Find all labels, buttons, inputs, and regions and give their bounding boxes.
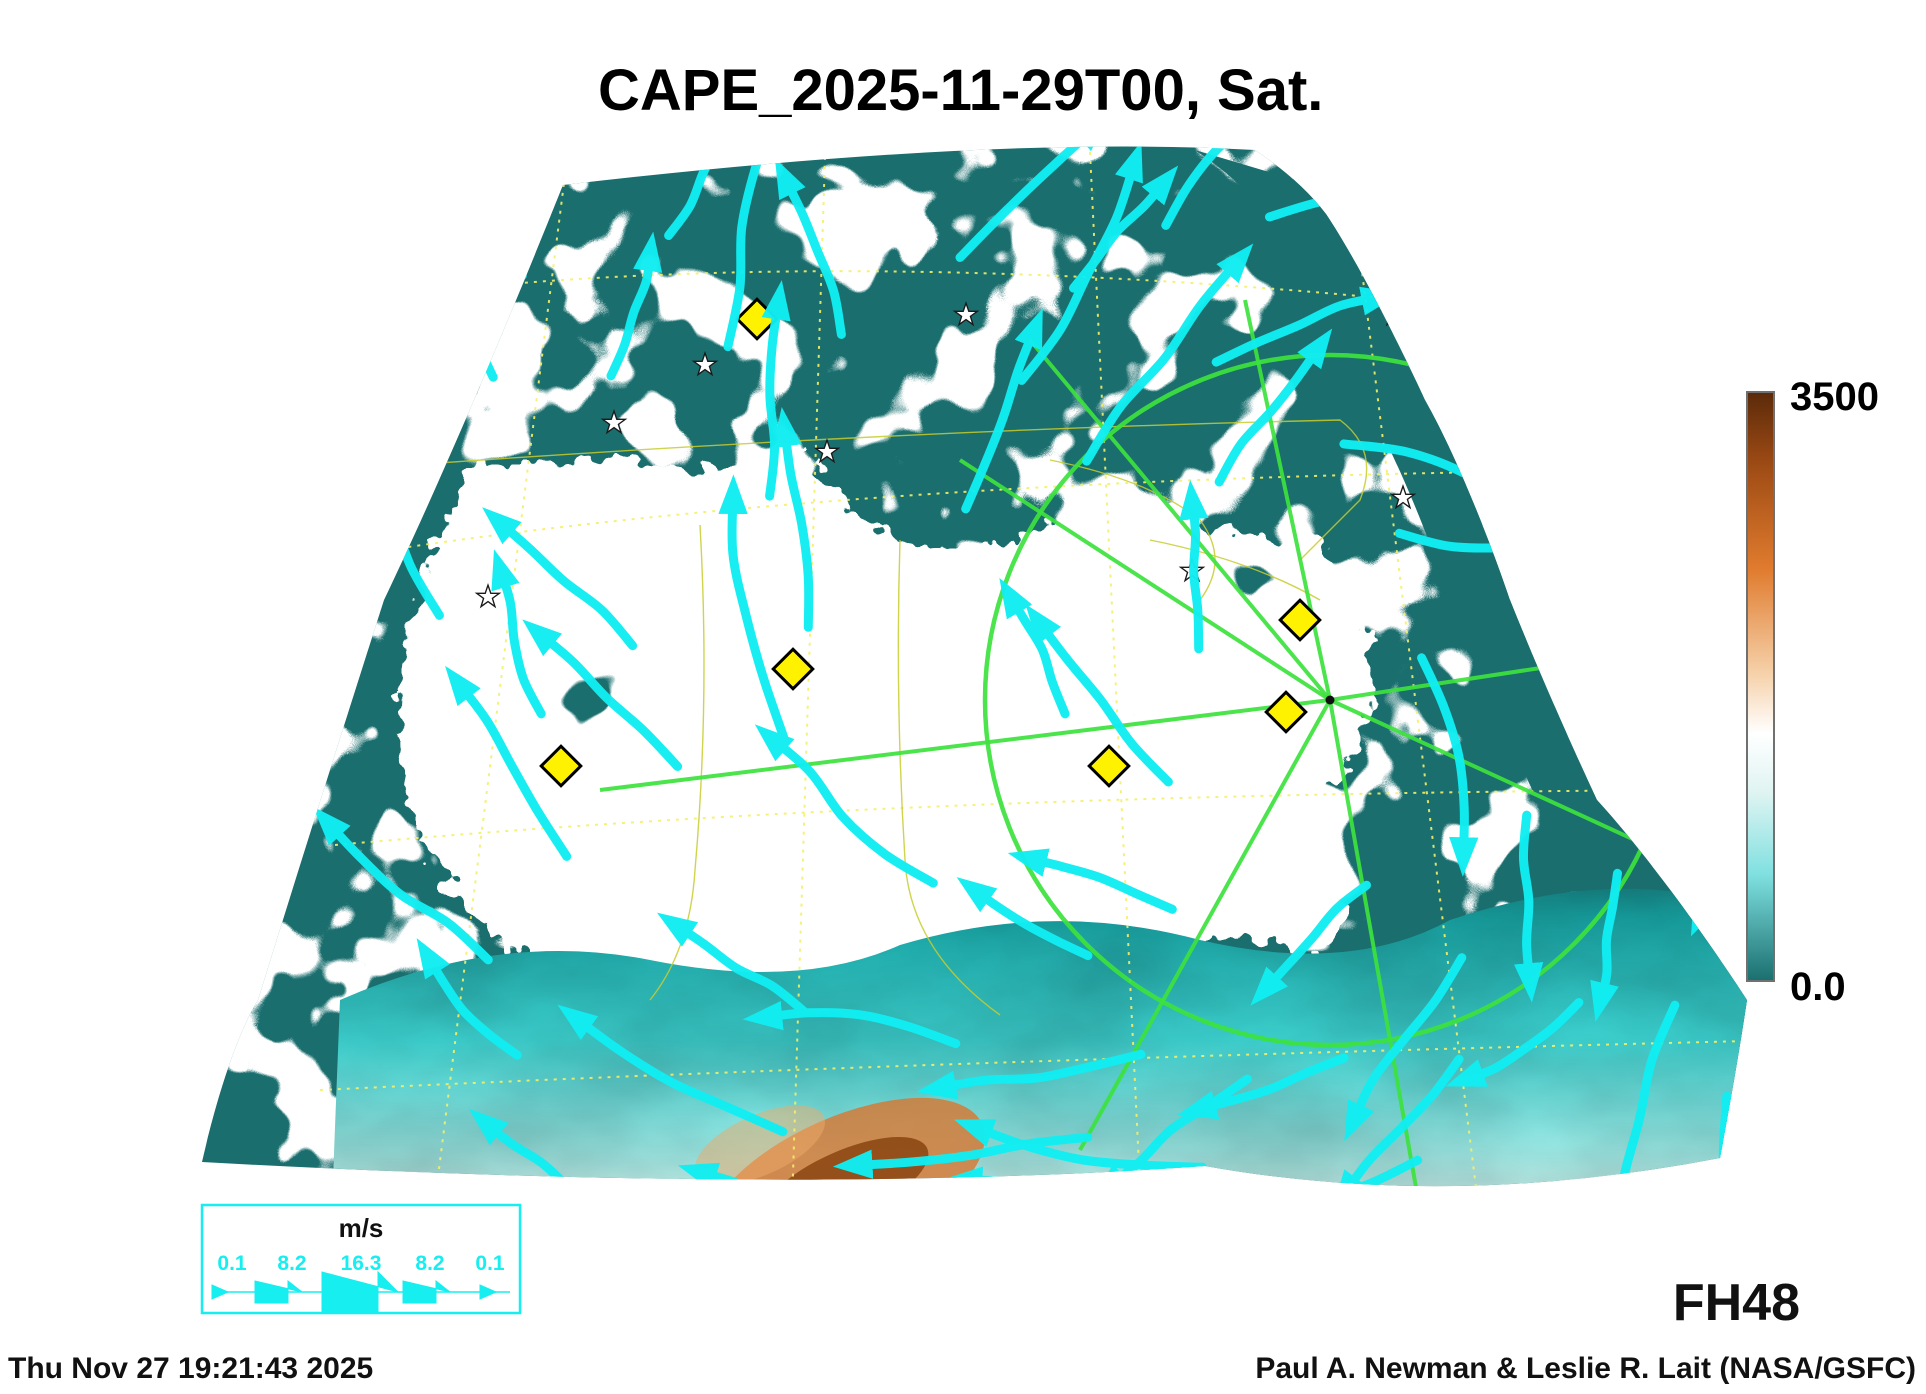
svg-text:3500: 3500 bbox=[1790, 375, 1879, 419]
svg-text:8.2: 8.2 bbox=[277, 1252, 306, 1275]
svg-text:0.0: 0.0 bbox=[1790, 965, 1846, 1009]
svg-text:0.1: 0.1 bbox=[217, 1252, 247, 1275]
svg-text:m/s: m/s bbox=[339, 1213, 384, 1243]
svg-text:16.3: 16.3 bbox=[341, 1252, 382, 1275]
svg-text:0.1: 0.1 bbox=[475, 1252, 505, 1275]
svg-text:Thu Nov 27 19:21:43 2025: Thu Nov 27 19:21:43 2025 bbox=[8, 1352, 373, 1385]
svg-text:Paul A. Newman & Leslie R. Lai: Paul A. Newman & Leslie R. Lait (NASA/GS… bbox=[1255, 1352, 1916, 1385]
svg-text:FH48: FH48 bbox=[1673, 1274, 1800, 1332]
svg-text:8.2: 8.2 bbox=[415, 1252, 444, 1275]
svg-text:CAPE_2025-11-29T00, Sat.: CAPE_2025-11-29T00, Sat. bbox=[598, 58, 1323, 123]
